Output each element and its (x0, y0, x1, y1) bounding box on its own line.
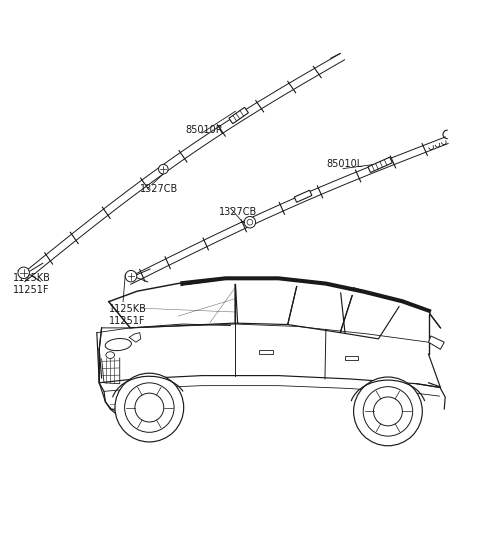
Circle shape (18, 267, 29, 278)
Text: 1327CB: 1327CB (218, 207, 257, 217)
Ellipse shape (105, 339, 132, 351)
Circle shape (247, 219, 253, 225)
Circle shape (354, 377, 422, 446)
Circle shape (115, 373, 184, 442)
Circle shape (135, 393, 164, 422)
Circle shape (125, 383, 174, 432)
Polygon shape (429, 336, 444, 349)
Text: 11251F: 11251F (109, 316, 145, 326)
Bar (345, 355, 359, 360)
Circle shape (363, 387, 413, 436)
FancyBboxPatch shape (368, 157, 392, 173)
Polygon shape (129, 333, 141, 342)
Text: 1327CB: 1327CB (140, 184, 178, 194)
FancyBboxPatch shape (294, 190, 312, 202)
Text: 85010L: 85010L (326, 159, 362, 169)
Bar (259, 350, 274, 354)
Text: 1125KB: 1125KB (13, 273, 51, 283)
Circle shape (125, 270, 137, 282)
Text: 11251F: 11251F (13, 285, 50, 295)
Circle shape (158, 164, 168, 174)
Ellipse shape (106, 352, 115, 358)
FancyBboxPatch shape (229, 108, 249, 124)
Circle shape (244, 217, 256, 228)
Text: 1125KB: 1125KB (109, 304, 146, 314)
Circle shape (373, 397, 402, 426)
Text: 85010R: 85010R (185, 124, 223, 135)
